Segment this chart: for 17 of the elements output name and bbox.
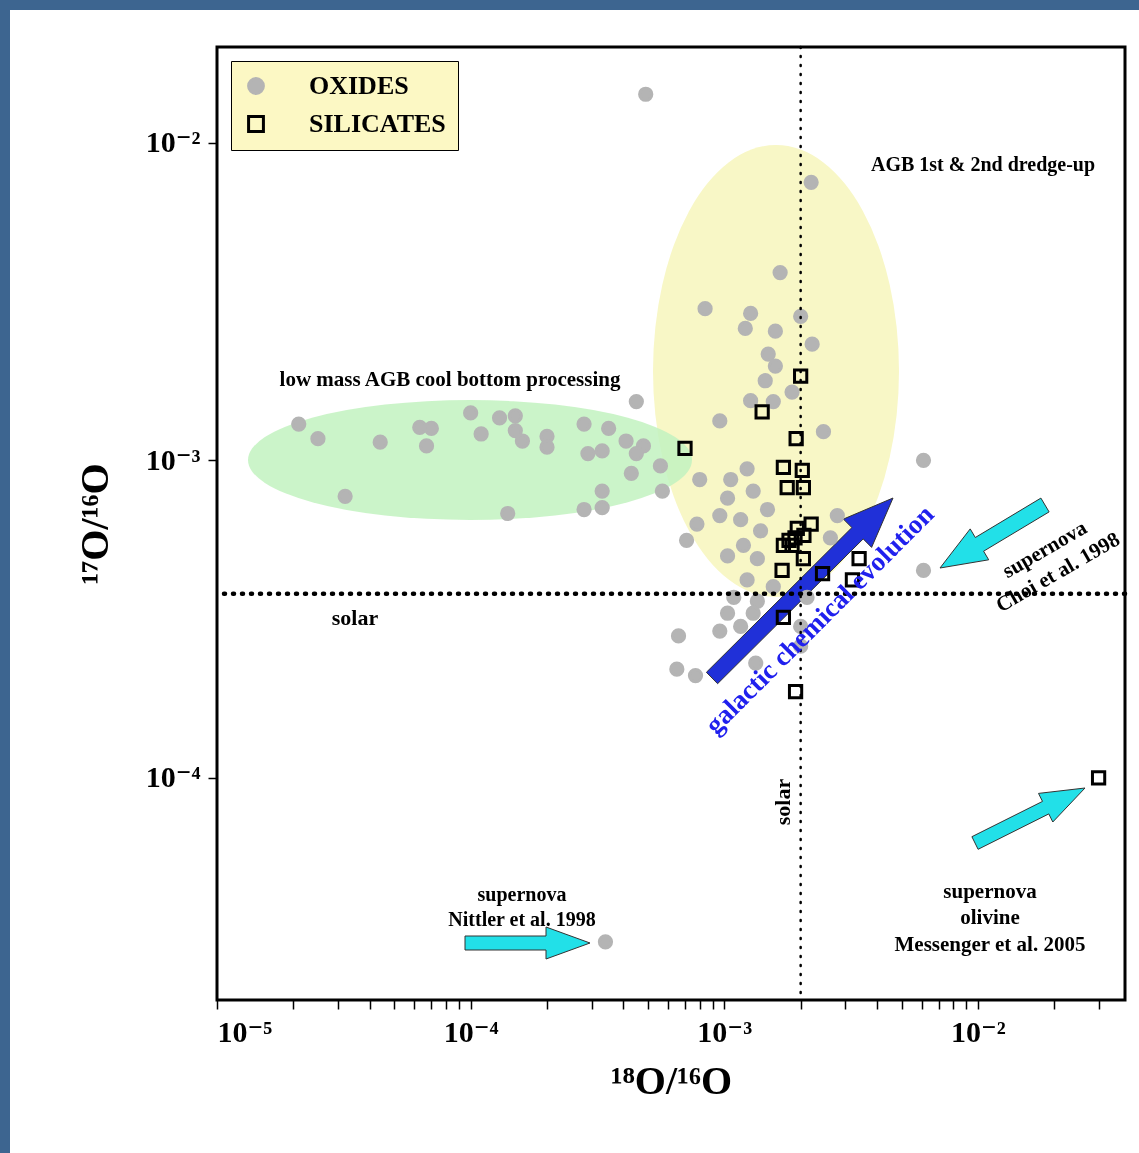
ref-line-label: solar <box>769 778 795 826</box>
y-axis-title: ¹⁷O/¹⁶O <box>71 463 117 585</box>
annotation: supernova olivine Messenger et al. 2005 <box>894 879 1086 956</box>
x-axis-title: ¹⁸O/¹⁶O <box>610 1057 733 1103</box>
annotation: AGB 1st & 2nd dredge-up <box>870 153 1096 176</box>
annotation: supernova Nittler et al. 1998 <box>448 883 596 930</box>
x-tick-label: 10⁻⁴ <box>443 1014 499 1048</box>
x-tick-label: 10⁻² <box>951 1014 1006 1048</box>
x-tick-label: 10⁻³ <box>697 1014 753 1048</box>
ref-line-label: solar <box>331 604 379 630</box>
y-tick-label: 10⁻⁴ <box>145 760 201 794</box>
x-tick-label: 10⁻⁵ <box>217 1014 273 1048</box>
annotation: low mass AGB cool bottom processing <box>279 367 621 391</box>
y-tick-label: 10⁻³ <box>145 442 201 476</box>
legend-label: OXIDES <box>309 71 409 100</box>
legend-label: SILICATES <box>309 109 446 138</box>
y-tick-label: 10⁻² <box>145 125 201 159</box>
